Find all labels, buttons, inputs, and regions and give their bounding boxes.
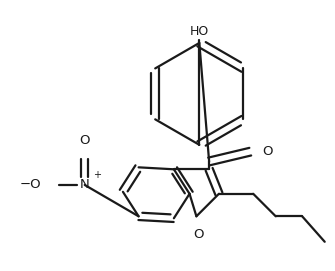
Text: N: N [80, 179, 89, 192]
Text: O: O [79, 134, 90, 147]
Text: +: + [92, 170, 100, 180]
Text: O: O [262, 145, 272, 158]
Text: −O: −O [20, 179, 42, 192]
Text: HO: HO [190, 25, 209, 38]
Text: O: O [193, 228, 204, 241]
